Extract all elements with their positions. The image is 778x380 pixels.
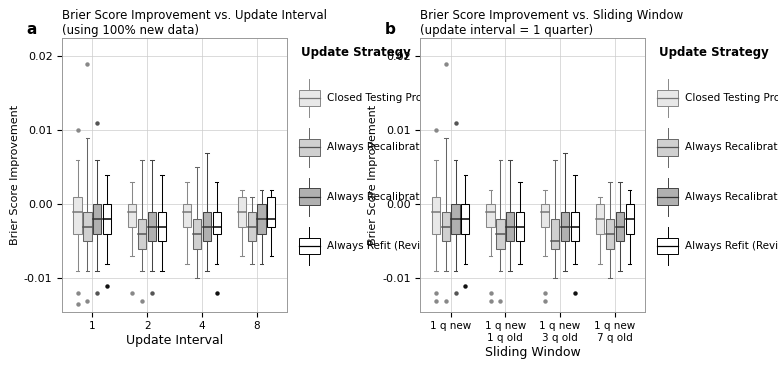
Bar <box>73 197 82 234</box>
Text: Brier Score Improvement vs. Update Interval
(using 100% new data): Brier Score Improvement vs. Update Inter… <box>62 9 328 37</box>
Bar <box>657 90 678 106</box>
Bar <box>103 204 111 234</box>
Bar <box>183 204 191 226</box>
Bar <box>571 212 579 241</box>
Y-axis label: Brier Score Improvement: Brier Score Improvement <box>368 105 378 245</box>
Text: a: a <box>26 22 37 36</box>
Bar <box>496 219 505 249</box>
X-axis label: Update Interval: Update Interval <box>126 334 223 347</box>
Bar <box>93 204 101 234</box>
Bar <box>432 197 440 234</box>
Bar <box>148 212 156 241</box>
Bar <box>158 212 166 241</box>
Bar <box>247 212 256 241</box>
Text: Always Refit (Revision): Always Refit (Revision) <box>685 241 778 251</box>
Y-axis label: Brier Score Improvement: Brier Score Improvement <box>10 105 19 245</box>
Bar <box>203 212 211 241</box>
Text: Always Recalibrate Intercept: Always Recalibrate Intercept <box>327 142 476 152</box>
Text: Closed Testing Procedure: Closed Testing Procedure <box>327 93 457 103</box>
Bar <box>299 139 320 156</box>
Bar <box>193 219 201 249</box>
Bar <box>615 212 624 241</box>
Bar <box>506 212 514 241</box>
Bar <box>128 204 136 226</box>
Bar <box>138 219 146 249</box>
Text: Always Recalibrate Intercept: Always Recalibrate Intercept <box>685 142 778 152</box>
Bar <box>83 212 92 241</box>
Bar <box>299 188 320 205</box>
Text: Update Strategy: Update Strategy <box>659 46 769 59</box>
Bar <box>461 204 469 234</box>
Text: Always Refit (Revision): Always Refit (Revision) <box>327 241 445 251</box>
Bar <box>268 197 275 226</box>
Bar <box>541 204 549 226</box>
X-axis label: Sliding Window: Sliding Window <box>485 346 580 359</box>
Bar <box>561 212 569 241</box>
Bar <box>451 204 460 234</box>
Bar <box>486 204 495 226</box>
Bar <box>516 212 524 241</box>
Bar <box>212 212 221 234</box>
Bar <box>299 90 320 106</box>
Text: b: b <box>384 22 395 36</box>
Text: Closed Testing Procedure: Closed Testing Procedure <box>685 93 778 103</box>
Bar <box>442 212 450 241</box>
Bar <box>657 139 678 156</box>
Bar <box>551 219 559 249</box>
Bar <box>626 204 634 234</box>
Bar <box>596 204 605 234</box>
Text: Always Recalibrate Intercept & Slope: Always Recalibrate Intercept & Slope <box>327 192 520 202</box>
Bar <box>299 238 320 254</box>
Text: Brier Score Improvement vs. Sliding Window
(update interval = 1 quarter): Brier Score Improvement vs. Sliding Wind… <box>420 9 684 37</box>
Text: Always Recalibrate Intercept & Slope: Always Recalibrate Intercept & Slope <box>685 192 778 202</box>
Bar <box>258 204 265 234</box>
Text: Update Strategy: Update Strategy <box>301 46 411 59</box>
Bar <box>606 219 614 249</box>
Bar <box>657 238 678 254</box>
Bar <box>238 197 246 226</box>
Bar <box>657 188 678 205</box>
